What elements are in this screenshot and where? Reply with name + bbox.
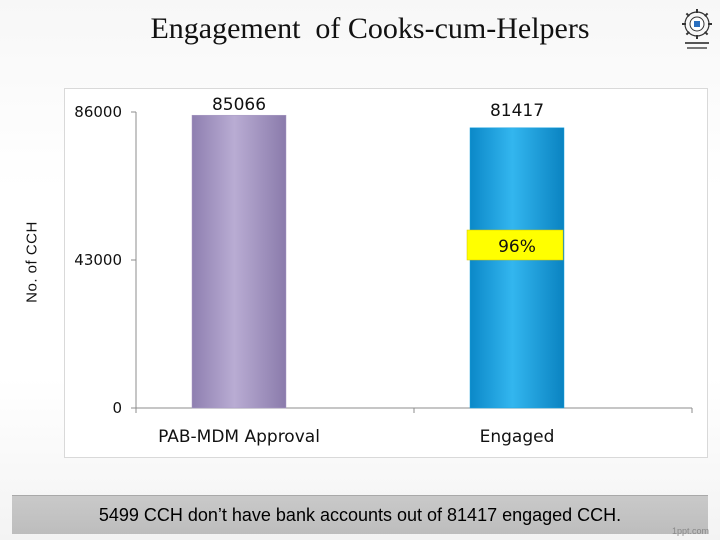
emblem-logo-icon bbox=[682, 9, 712, 49]
x-tick-label: PAB-MDM Approval bbox=[158, 427, 320, 447]
data-label: 81417 bbox=[490, 101, 544, 121]
bar bbox=[469, 127, 565, 409]
y-tick-label: 86000 bbox=[74, 103, 122, 121]
annotation-label: 96% bbox=[498, 237, 536, 257]
data-label: 85066 bbox=[212, 95, 266, 115]
bar bbox=[191, 114, 287, 409]
y-tick-label: 0 bbox=[112, 399, 122, 417]
chart-plot-area bbox=[64, 88, 708, 458]
watermark: 1ppt.com bbox=[672, 526, 710, 536]
footer-note: 5499 CCH don’t have bank accounts out of… bbox=[12, 495, 708, 534]
x-tick-label: Engaged bbox=[480, 427, 555, 447]
y-tick-label: 43000 bbox=[74, 251, 122, 269]
slide-title: Engagement of Cooks-cum-Helpers bbox=[150, 12, 590, 45]
annotation-box bbox=[466, 229, 564, 261]
